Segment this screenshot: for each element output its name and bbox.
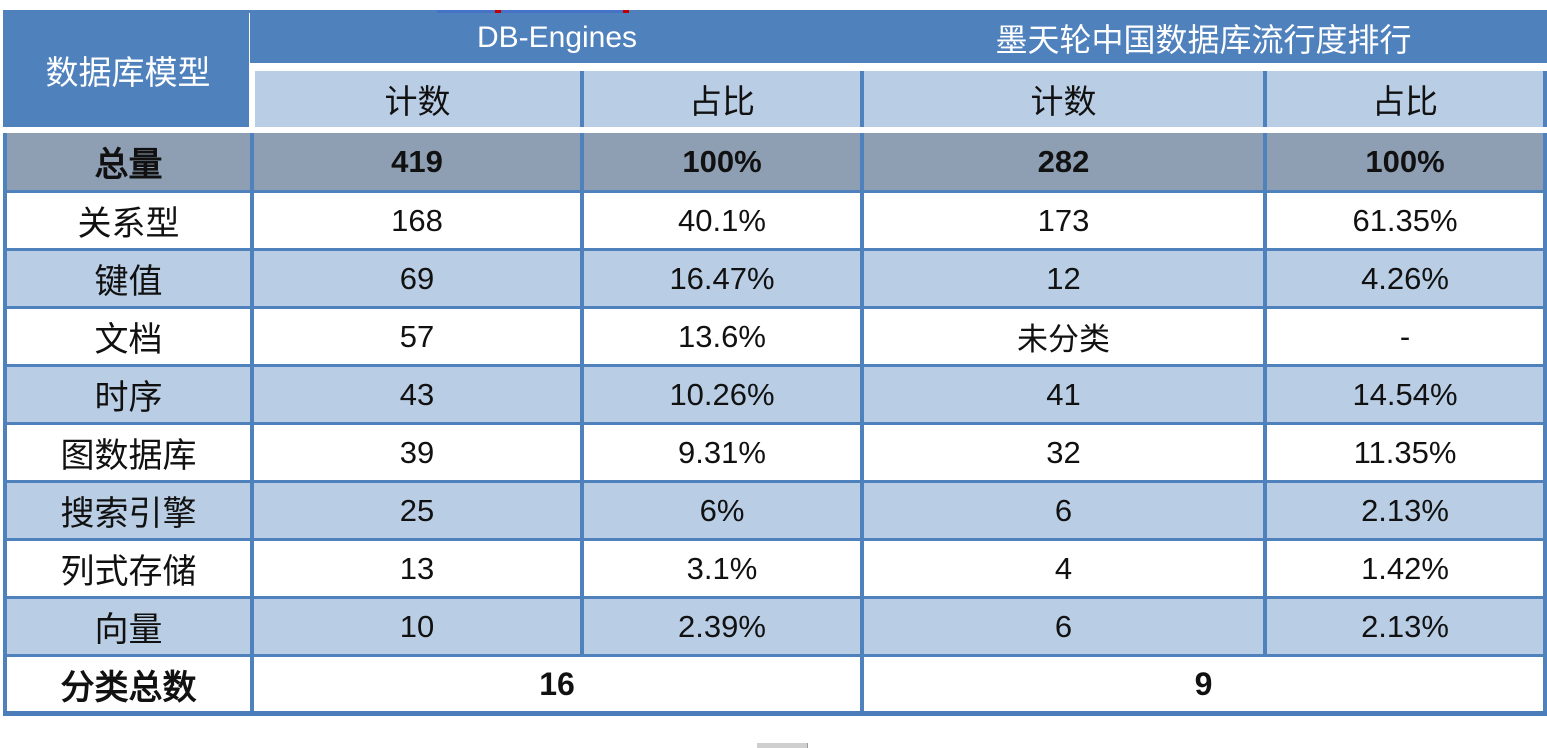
cell-value: 2.39%: [579, 596, 865, 657]
row-label: 图数据库: [3, 422, 254, 483]
row-label: 时序: [3, 364, 254, 425]
cell-value: 2.13%: [1263, 480, 1547, 541]
cell-value: 6: [860, 480, 1268, 541]
row-relational: 关系型 168 40.1% 173 61.35%: [3, 190, 1547, 251]
cell-value: 32: [860, 422, 1268, 483]
col-header-count-modb: 计数: [860, 65, 1268, 132]
row-total: 总量 419 100% 282 100%: [3, 127, 1547, 193]
cell-value: 419: [250, 127, 584, 193]
cell-value: 12: [860, 248, 1268, 309]
database-model-comparison-table: 数据库模型 DB-Engines 墨天轮中国数据库流行度排行 计数 占比 计数 …: [3, 10, 1547, 716]
row-category-count: 分类总数 16 9: [3, 654, 1547, 716]
cell-value: 173: [860, 190, 1268, 251]
group-header-db-engines: DB-Engines: [249, 10, 865, 71]
cell-value: 57: [250, 306, 584, 367]
row-key-value: 键值 69 16.47% 12 4.26%: [3, 248, 1547, 309]
cell-value: 282: [860, 127, 1268, 193]
col-header-count-db-engines: 计数: [249, 65, 584, 132]
cell-value: 6%: [579, 480, 865, 541]
row-label: 列式存储: [3, 538, 254, 599]
cell-value: 11.35%: [1263, 422, 1547, 483]
cell-modb-category-count: 9: [860, 654, 1547, 716]
cell-value: 100%: [1263, 127, 1547, 193]
cell-value: 69: [250, 248, 584, 309]
cell-value: 25: [250, 480, 584, 541]
cell-value: 2.13%: [1263, 596, 1547, 657]
cell-value: 10: [250, 596, 584, 657]
row-label: 文档: [3, 306, 254, 367]
row-time-series: 时序 43 10.26% 41 14.54%: [3, 364, 1547, 425]
row-column-store: 列式存储 13 3.1% 4 1.42%: [3, 538, 1547, 599]
cropped-red-text-fragment: [623, 10, 629, 13]
scrollbar-remnant: [757, 743, 808, 748]
row-label: 搜索引擎: [3, 480, 254, 541]
cell-value: 4: [860, 538, 1268, 599]
cell-value: 1.42%: [1263, 538, 1547, 599]
cell-value: 3.1%: [579, 538, 865, 599]
cell-value: 未分类: [860, 306, 1268, 367]
cell-value: 9.31%: [579, 422, 865, 483]
col-header-share-db-engines: 占比: [579, 65, 865, 132]
cropped-red-text-fragment: [495, 10, 501, 13]
group-header-modb-ranking: 墨天轮中国数据库流行度排行: [860, 10, 1547, 71]
col-header-share-modb: 占比: [1263, 65, 1547, 132]
cell-value: -: [1263, 306, 1547, 367]
cell-value: 43: [250, 364, 584, 425]
row-graph: 图数据库 39 9.31% 32 11.35%: [3, 422, 1547, 483]
cell-value: 13.6%: [579, 306, 865, 367]
cell-value: 168: [250, 190, 584, 251]
row-label: 关系型: [3, 190, 254, 251]
cell-value: 16.47%: [579, 248, 865, 309]
cell-value: 100%: [579, 127, 865, 193]
row-label: 分类总数: [3, 654, 254, 716]
corner-header-database-model: 数据库模型: [3, 10, 254, 132]
cell-value: 39: [250, 422, 584, 483]
group-header-row: 数据库模型 DB-Engines 墨天轮中国数据库流行度排行: [3, 10, 1547, 132]
row-search-engine: 搜索引擎 25 6% 6 2.13%: [3, 480, 1547, 541]
cropped-text-remnant: [0, 10, 1547, 14]
cell-value: 14.54%: [1263, 364, 1547, 425]
cell-value: 41: [860, 364, 1268, 425]
row-label: 键值: [3, 248, 254, 309]
cell-value: 6: [860, 596, 1268, 657]
cell-db-engines-category-count: 16: [249, 654, 865, 716]
cell-value: 4.26%: [1263, 248, 1547, 309]
cropped-underline-fragment: [501, 10, 623, 13]
row-document: 文档 57 13.6% 未分类 -: [3, 306, 1547, 367]
cell-value: 40.1%: [579, 190, 865, 251]
cell-value: 10.26%: [579, 364, 865, 425]
cell-value: 61.35%: [1263, 190, 1547, 251]
row-label: 总量: [3, 127, 254, 193]
row-vector: 向量 10 2.39% 6 2.13%: [3, 596, 1547, 657]
sub-header-row: 计数 占比 计数 占比: [5, 65, 1547, 132]
cell-value: 13: [250, 538, 584, 599]
cropped-underline-fragment: [437, 10, 495, 13]
row-label: 向量: [3, 596, 254, 657]
